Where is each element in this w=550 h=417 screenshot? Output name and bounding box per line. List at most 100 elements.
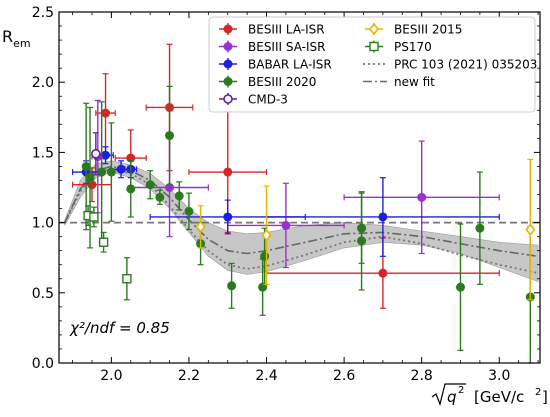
data-point: [258, 282, 268, 292]
data-point: [223, 212, 233, 222]
legend-marker: [368, 22, 380, 36]
legend-marker: [223, 94, 233, 104]
x-tick-label: 2.0: [100, 368, 122, 384]
legend-entry: BABAR LA-ISR: [219, 58, 332, 72]
data-point-group: [357, 192, 367, 264]
points-layer: [71, 43, 536, 364]
data-point: [145, 180, 155, 190]
x-axis-title-q: q: [447, 388, 457, 406]
legend-entry: BESIII SA-ISR: [219, 40, 325, 54]
data-point: [184, 206, 194, 216]
legend-label: BESIII 2020: [248, 75, 316, 89]
y-tick-label: 1.0: [32, 216, 54, 232]
y-tick-label: 2.0: [32, 75, 54, 91]
data-point: [85, 173, 95, 183]
chi2-annotation: χ²/ndf = 0.85: [69, 319, 170, 337]
legend-label: PRC 103 (2021) 035203: [394, 58, 537, 72]
data-point-group: [106, 122, 116, 222]
data-point-group: [81, 102, 91, 231]
data-point-group: [98, 231, 109, 253]
x-axis-title-units-exp: 2: [535, 387, 541, 398]
data-point: [357, 223, 367, 233]
sqrt-symbol: [431, 383, 466, 406]
data-point-group: [261, 185, 272, 285]
data-point-group: [114, 129, 147, 187]
data-point-group: [126, 160, 136, 218]
legend-entry: new fit: [363, 75, 435, 89]
legend-box: [208, 16, 536, 113]
x-tick-label: 3.0: [488, 368, 510, 384]
data-point-group: [227, 182, 345, 269]
y-tick-label: 0.0: [32, 356, 54, 372]
legend-marker: [223, 77, 233, 86]
data-point-group: [227, 262, 237, 309]
data-point-group: [525, 158, 536, 301]
y-tick-label: 1.5: [32, 145, 54, 161]
data-point: [155, 192, 165, 202]
legend-entry: CMD-3: [219, 93, 288, 107]
data-point: [281, 220, 291, 230]
legend-entry: PS170: [365, 40, 432, 54]
data-point: [417, 192, 427, 202]
y-tick-label: 2.5: [32, 5, 54, 21]
data-point: [101, 150, 111, 160]
legend-marker: [369, 41, 379, 52]
data-point: [81, 161, 91, 171]
x-axis-title-units-close: ]: [542, 388, 548, 406]
data-point: [260, 251, 270, 261]
data-point-group: [145, 170, 155, 200]
data-point: [174, 191, 184, 201]
data-point-group: [89, 206, 99, 228]
y-axis-title-sub: em: [13, 37, 30, 50]
data-point-group: [195, 205, 206, 249]
legend-entry: BESIII 2015: [365, 23, 462, 37]
data-point: [106, 167, 116, 177]
data-point-group: [155, 189, 165, 205]
data-point: [91, 149, 101, 159]
data-point-group: [475, 171, 485, 285]
x-tick-label: 2.2: [178, 368, 200, 384]
legend-entry: PRC 103 (2021) 035203: [363, 58, 537, 72]
legend-entry: BESIII LA-ISR: [219, 23, 325, 37]
legend-marker: [223, 59, 233, 69]
data-point: [165, 131, 175, 141]
data-point-group: [95, 73, 116, 153]
legend-label: BABAR LA-ISR: [248, 58, 332, 72]
legend-label: BESIII SA-ISR: [248, 40, 325, 54]
legend-marker: [223, 42, 233, 51]
data-point: [475, 223, 485, 233]
x-tick-label: 2.8: [411, 368, 433, 384]
data-point: [223, 167, 233, 177]
plot-frame: [58, 11, 541, 364]
data-point-group: [455, 223, 465, 351]
legend-label: PS170: [394, 40, 432, 54]
data-point-group: [174, 181, 184, 211]
x-axis-title: q 2 [GeV/c 2 ]: [431, 383, 548, 406]
data-point: [89, 212, 99, 222]
x-tick-label: 2.6: [333, 368, 355, 384]
x-axis-title-q-exp: 2: [458, 385, 464, 396]
data-point: [378, 268, 388, 278]
y-tick-label: 0.5: [32, 286, 54, 302]
data-point: [98, 237, 109, 247]
data-point-group: [85, 106, 95, 249]
x-axis-title-units: [GeV/c: [474, 388, 524, 406]
data-point-group: [122, 257, 132, 301]
data-point: [261, 228, 272, 242]
legend-label: BESIII 2015: [394, 23, 462, 37]
series-besiii-2015: [195, 158, 536, 301]
data-point-group: [97, 101, 107, 243]
data-point: [101, 108, 111, 118]
data-point: [195, 220, 206, 234]
legend-entry: BESIII 2020: [219, 75, 316, 89]
fit-uncertainty-band: [64, 160, 539, 283]
data-point: [116, 164, 126, 174]
data-point: [378, 212, 388, 222]
data-point: [122, 274, 132, 284]
series-ps170: [83, 205, 132, 301]
legend: BESIII LA-ISR BESIII SA-ISR BABAR LA-ISR BE…: [208, 16, 537, 113]
legend-label: CMD-3: [248, 93, 288, 107]
data-point: [455, 282, 465, 292]
legend-label: BESIII LA-ISR: [248, 23, 325, 37]
